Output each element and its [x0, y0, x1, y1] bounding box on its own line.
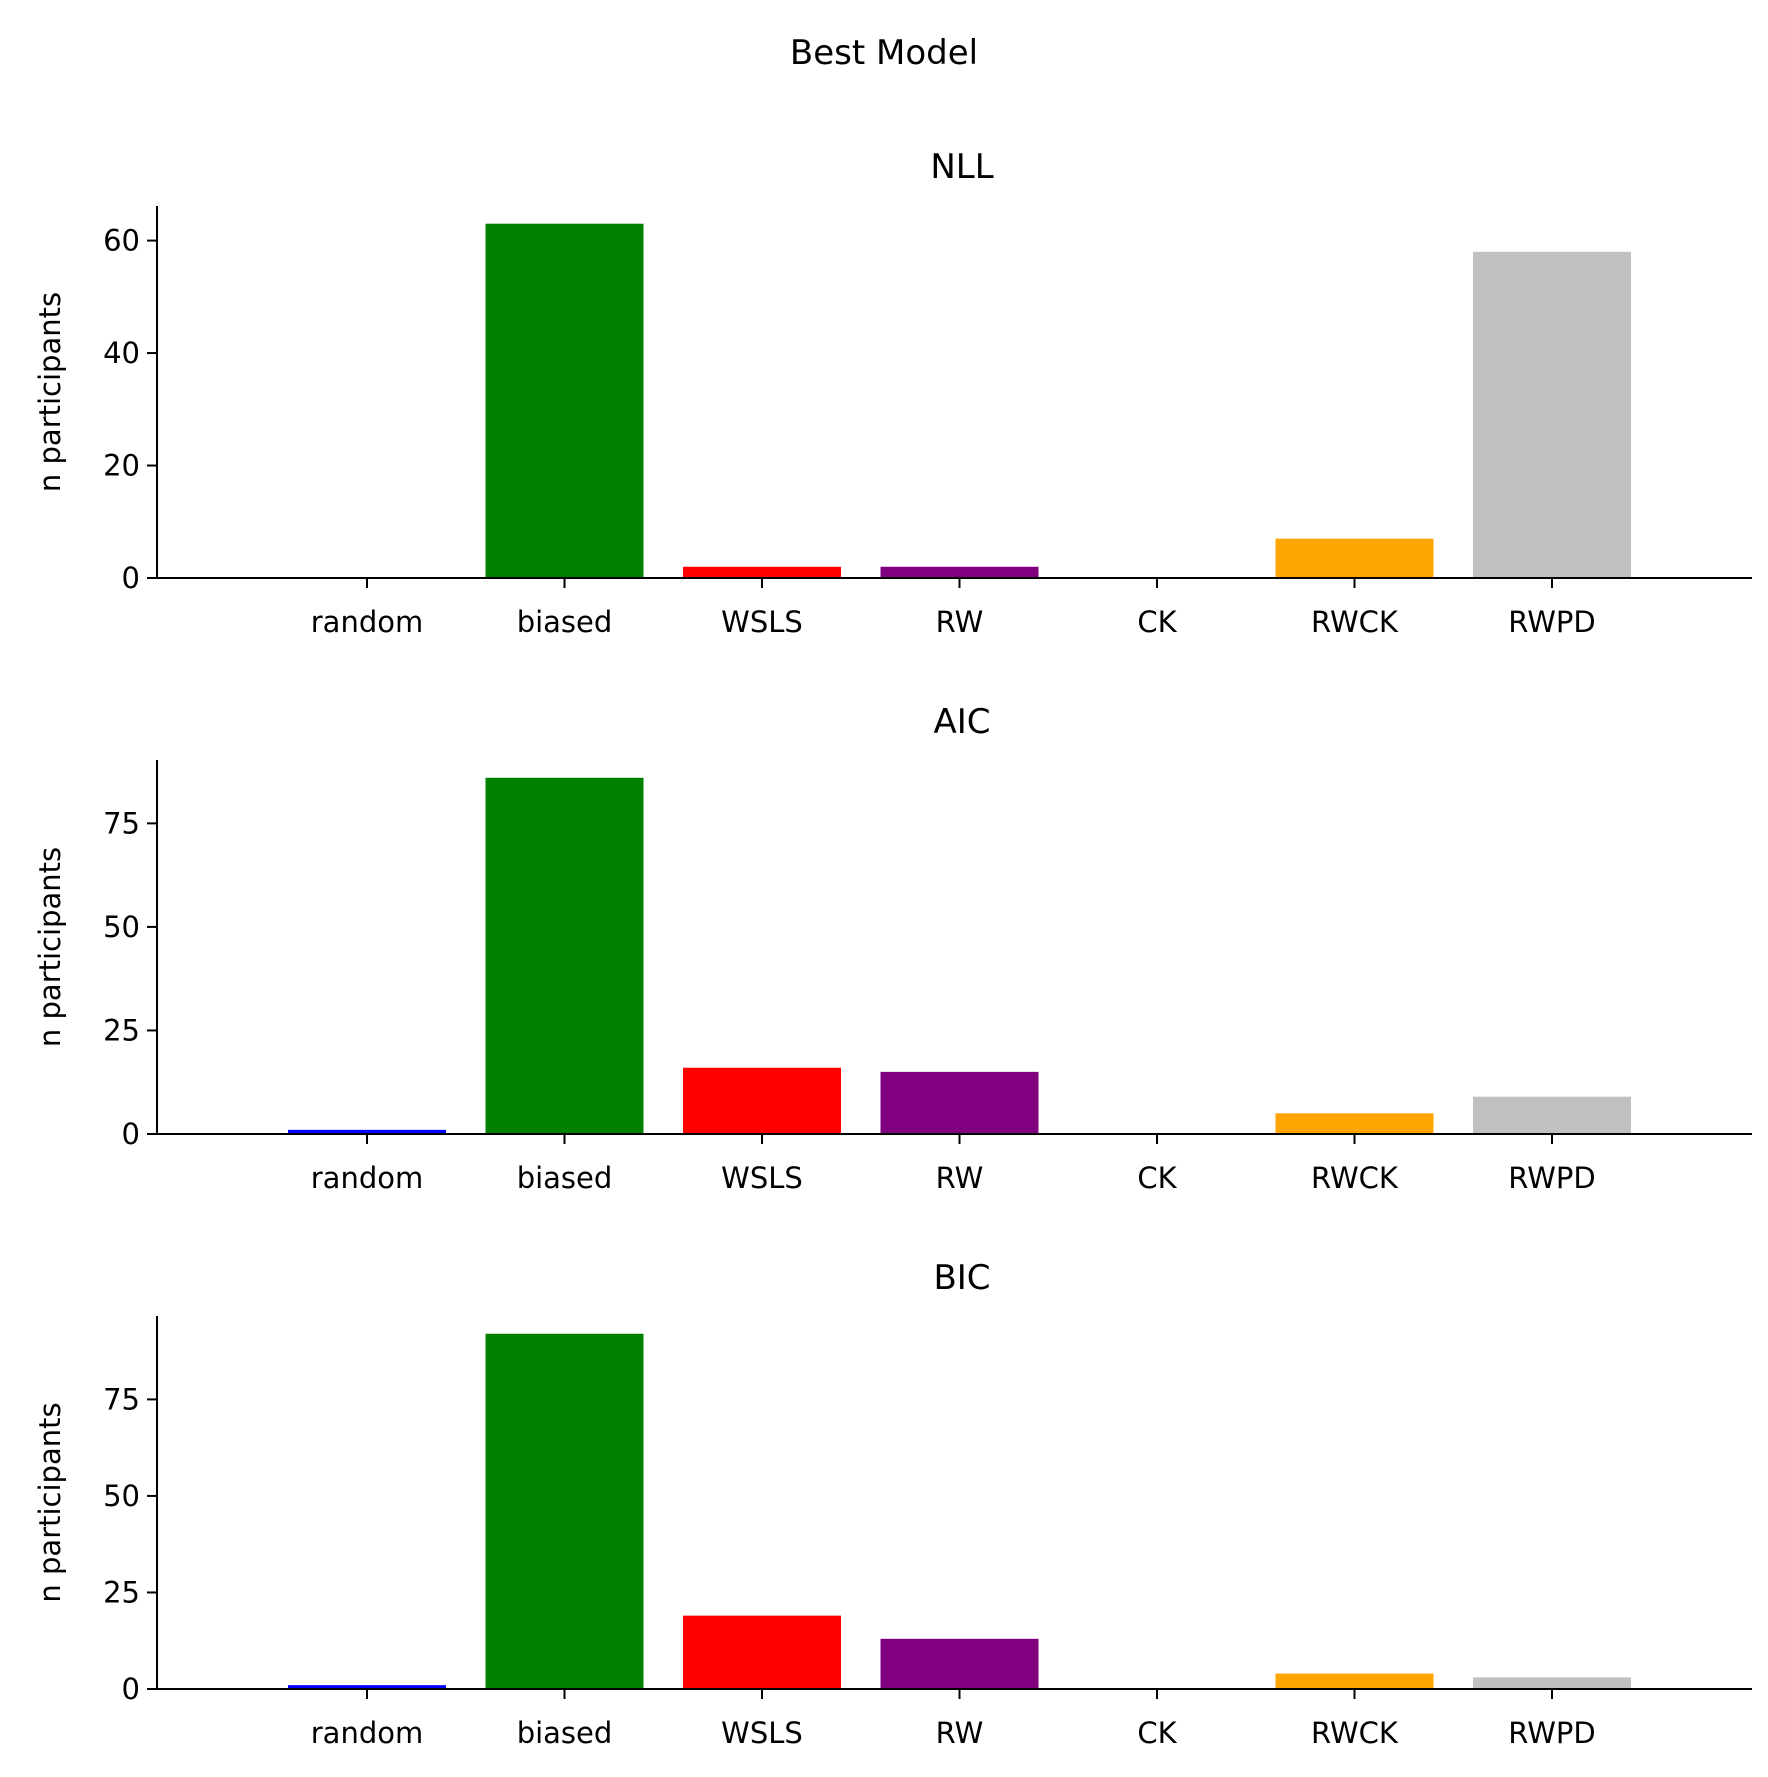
y-axis-label: n participants [33, 847, 67, 1047]
bar-wsls [683, 1615, 841, 1689]
bar-random [288, 1685, 446, 1689]
y-tick-label: 50 [103, 910, 140, 944]
x-tick-label: random [311, 605, 423, 639]
x-tick-label: biased [517, 605, 613, 639]
x-tick-label: RWPD [1508, 1161, 1595, 1195]
bar-random [288, 1129, 446, 1134]
x-tick-label: RWCK [1311, 1716, 1399, 1750]
bar-rwpd [1473, 1677, 1631, 1689]
x-tick-label: RWPD [1508, 1716, 1595, 1750]
panel-title: AIC [933, 702, 990, 742]
y-tick-label: 40 [103, 336, 140, 370]
y-tick-label: 25 [103, 1013, 140, 1047]
y-tick-label: 75 [103, 806, 140, 840]
panel-aic: AIC n participants 0 25 50 75 random biased WSLS… [33, 702, 1752, 1195]
bar-rw [880, 1638, 1039, 1689]
y-tick-label: 25 [103, 1575, 140, 1609]
x-tick-label: RW [936, 1161, 984, 1195]
y-tick-label: 0 [122, 1672, 140, 1706]
y-axis-label: n participants [33, 1402, 67, 1602]
y-tick-label: 50 [103, 1479, 140, 1513]
x-tick-label: RW [936, 1716, 984, 1750]
bar-rw [880, 566, 1039, 578]
bar-biased [485, 777, 644, 1134]
bar-rwck [1275, 1673, 1434, 1689]
bar-wsls [683, 1067, 841, 1134]
panel-title: BIC [933, 1258, 990, 1298]
bar-rwck [1275, 538, 1434, 578]
y-tick-label: 60 [103, 224, 140, 258]
figure-title: Best Model [790, 33, 978, 73]
bar-biased [485, 223, 644, 578]
panel-bic: BIC n participants 0 25 50 75 random biased WSLS… [33, 1258, 1752, 1750]
x-tick-label: RW [936, 605, 984, 639]
y-tick-label: 0 [122, 561, 140, 595]
y-tick-label: 0 [122, 1117, 140, 1151]
bar-wsls [683, 566, 841, 578]
x-tick-label: WSLS [721, 1716, 803, 1750]
x-tick-label: RWCK [1311, 1161, 1399, 1195]
panel-title: NLL [930, 147, 993, 187]
x-tick-label: RWPD [1508, 605, 1595, 639]
x-tick-label: random [311, 1161, 423, 1195]
y-tick-label: 75 [103, 1382, 140, 1416]
x-tick-label: RWCK [1311, 605, 1399, 639]
x-tick-label: CK [1137, 1161, 1177, 1195]
x-tick-label: CK [1137, 1716, 1177, 1750]
bar-rwck [1275, 1113, 1434, 1134]
bar-rwpd [1473, 251, 1631, 578]
x-tick-label: biased [517, 1716, 613, 1750]
x-tick-label: WSLS [721, 605, 803, 639]
y-axis-label: n participants [33, 292, 67, 492]
x-tick-label: random [311, 1716, 423, 1750]
panel-nll: NLL n participants 0 20 40 60 random biased WSLS… [33, 147, 1752, 639]
bar-rw [880, 1071, 1039, 1134]
bar-rwpd [1473, 1096, 1631, 1134]
bar-biased [485, 1333, 644, 1689]
x-tick-label: WSLS [721, 1161, 803, 1195]
y-tick-label: 20 [103, 449, 140, 483]
x-tick-label: CK [1137, 605, 1177, 639]
x-tick-label: biased [517, 1161, 613, 1195]
